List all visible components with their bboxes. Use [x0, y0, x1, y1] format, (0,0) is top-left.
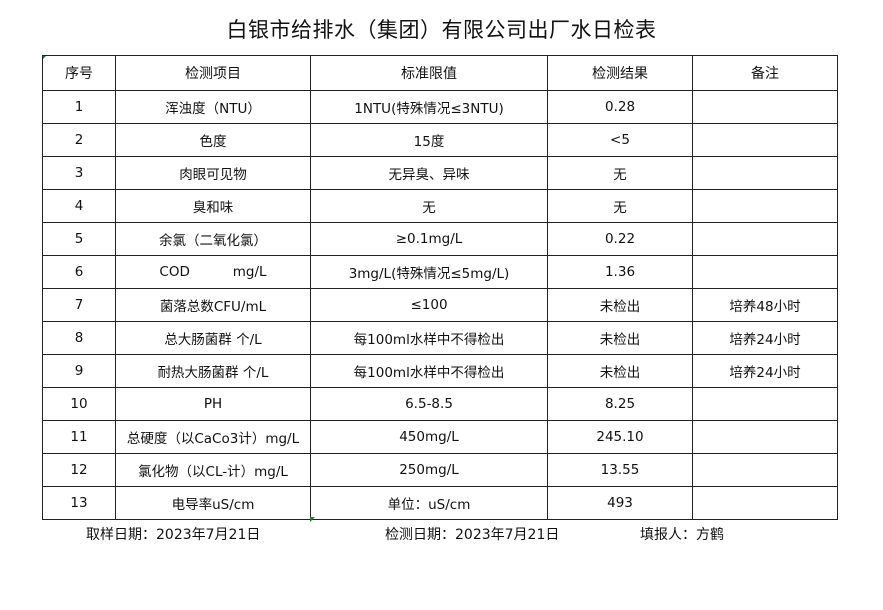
table-row: 9 耐热大肠菌群 个/L 每100ml水样中不得检出 未检出 培养24小时 [42, 354, 838, 388]
remark-cell [692, 90, 838, 124]
test-result-cell: 未检出 [547, 288, 693, 322]
standard-limit-cell: 250mg/L [310, 453, 548, 487]
table-row: 8 总大肠菌群 个/L 每100ml水样中不得检出 未检出 培养24小时 [42, 321, 838, 355]
test-item-cell: 总大肠菌群 个/L [115, 321, 311, 355]
test-item-cell: COD mg/L [115, 255, 311, 289]
test-item-cell: 肉眼可见物 [115, 156, 311, 190]
remark-cell [692, 453, 838, 487]
row-number-cell: 13 [42, 486, 116, 520]
filled-by: 填报人：方鹤 [640, 527, 724, 543]
standard-limit-cell: 450mg/L [310, 420, 548, 454]
test-result-cell: 未检出 [547, 354, 693, 388]
row-number-cell: 6 [42, 255, 116, 289]
remark-cell [692, 486, 838, 520]
standard-limit-cell: 15度 [310, 123, 548, 157]
test-item-cell: 色度 [115, 123, 311, 157]
test-item-cell: 余氯（二氧化氯） [115, 222, 311, 256]
standard-limit-cell: ≤100 [310, 288, 548, 322]
test-item-cell: 氯化物（以CL-计）mg/L [115, 453, 311, 487]
row-number-cell: 12 [42, 453, 116, 487]
table-row: 13 电导率uS/cm 单位：uS/cm 493 [42, 486, 838, 520]
standard-limit-cell: 每100ml水样中不得检出 [310, 354, 548, 388]
sampling-date: 取样日期：2023年7月21日 [86, 527, 261, 543]
row-number-cell: 5 [42, 222, 116, 256]
table-header-row: 序号 检测项目 标准限值 检测结果 备注 [42, 55, 838, 91]
standard-limit-cell: 1NTU(特殊情况≤3NTU) [310, 90, 548, 124]
table-row: 1 浑浊度（NTU） 1NTU(特殊情况≤3NTU) 0.28 [42, 90, 838, 124]
remark-cell [692, 222, 838, 256]
test-result-cell: 无 [547, 189, 693, 223]
row-number-cell: 2 [42, 123, 116, 157]
test-item-cell: 浑浊度（NTU） [115, 90, 311, 124]
test-date: 检测日期：2023年7月21日 [385, 527, 560, 543]
inspection-table: 序号 检测项目 标准限值 检测结果 备注 1 浑浊度（NTU） 1NTU(特殊情况≤… [42, 55, 838, 520]
row-number-cell: 8 [42, 321, 116, 355]
table-row: 7 菌落总数CFU/mL ≤100 未检出 培养48小时 [42, 288, 838, 322]
test-item-cell: 臭和味 [115, 189, 311, 223]
row-number-cell: 1 [42, 90, 116, 124]
test-item-cell: 电导率uS/cm [115, 486, 311, 520]
test-result-cell: 13.55 [547, 453, 693, 487]
remark-cell [692, 387, 838, 421]
table-row: 6 COD mg/L 3mg/L(特殊情况≤5mg/L) 1.36 [42, 255, 838, 289]
standard-limit-cell: 每100ml水样中不得检出 [310, 321, 548, 355]
test-result-cell: 未检出 [547, 321, 693, 355]
remark-cell: 培养48小时 [692, 288, 838, 322]
table-row: 12 氯化物（以CL-计）mg/L 250mg/L 13.55 [42, 453, 838, 487]
row-number-cell: 4 [42, 189, 116, 223]
standard-limit-cell: 3mg/L(特殊情况≤5mg/L) [310, 255, 548, 289]
standard-limit-cell: 单位：uS/cm [310, 486, 548, 520]
test-result-cell: 493 [547, 486, 693, 520]
table-row: 3 肉眼可见物 无异臭、异味无 [42, 156, 838, 190]
standard-limit-cell: 6.5-8.5 [310, 387, 548, 421]
test-result-cell: 8.25 [547, 387, 693, 421]
standard-limit-cell: 无异臭、异味 [310, 156, 548, 190]
table-row: 5 余氯（二氧化氯） ≥0.1mg/L 0.22 [42, 222, 838, 256]
page-title: 白银市给排水（集团）有限公司出厂水日检表 [226, 18, 657, 42]
test-item-cell: 菌落总数CFU/mL [115, 288, 311, 322]
table-row: 4 臭和味无无 [42, 189, 838, 223]
test-item-cell: PH [115, 387, 311, 421]
row-number-cell: 11 [42, 420, 116, 454]
header-cell: 检测结果 [547, 55, 693, 91]
table-row: 11 总硬度（以CaCo3计）mg/L 450mg/L 245.10 [42, 420, 838, 454]
test-item-cell: 总硬度（以CaCo3计）mg/L [115, 420, 311, 454]
remark-cell [692, 123, 838, 157]
row-number-cell: 3 [42, 156, 116, 190]
standard-limit-cell: ≥0.1mg/L [310, 222, 548, 256]
test-result-cell: <5 [547, 123, 693, 157]
header-cell: 备注 [692, 55, 838, 91]
test-result-cell: 0.22 [547, 222, 693, 256]
remark-cell [692, 189, 838, 223]
header-cell: 标准限值 [310, 55, 548, 91]
test-result-cell: 245.10 [547, 420, 693, 454]
row-number-cell: 7 [42, 288, 116, 322]
header-cell: 序号 [42, 55, 116, 91]
test-result-cell: 无 [547, 156, 693, 190]
remark-cell [692, 420, 838, 454]
test-result-cell: 1.36 [547, 255, 693, 289]
row-number-cell: 9 [42, 354, 116, 388]
remark-cell: 培养24小时 [692, 321, 838, 355]
row-number-cell: 10 [42, 387, 116, 421]
header-cell: 检测项目 [115, 55, 311, 91]
test-result-cell: 0.28 [547, 90, 693, 124]
remark-cell: 培养24小时 [692, 354, 838, 388]
standard-limit-cell: 无 [310, 189, 548, 223]
remark-cell [692, 156, 838, 190]
table-row: 10 PH 6.5-8.5 8.25 [42, 387, 838, 421]
remark-cell [692, 255, 838, 289]
test-item-cell: 耐热大肠菌群 个/L [115, 354, 311, 388]
table-row: 2 色度 15度 <5 [42, 123, 838, 157]
cell-marker-icon [310, 517, 315, 522]
